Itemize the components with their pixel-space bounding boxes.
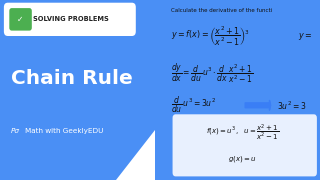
FancyBboxPatch shape [4,3,136,36]
Text: $y = f(x) = \left(\dfrac{x^2+1}{x^2-1}\right)^{\!3}$: $y = f(x) = \left(\dfrac{x^2+1}{x^2-1}\r… [171,24,250,48]
FancyBboxPatch shape [9,8,32,31]
Text: $3u^2 = 3$: $3u^2 = 3$ [276,99,306,111]
Text: $g(x) = u$: $g(x) = u$ [228,154,257,164]
Text: SOLVING PROBLEMS: SOLVING PROBLEMS [33,16,109,22]
Text: $\dfrac{d}{du}\,u^3 = 3u^2$: $\dfrac{d}{du}\,u^3 = 3u^2$ [171,95,216,116]
Text: Pσ: Pσ [11,128,20,134]
FancyBboxPatch shape [172,114,317,176]
Polygon shape [116,130,155,180]
Polygon shape [149,0,176,180]
Text: $\dfrac{dy}{dx} = \dfrac{d}{du}\,u^3 \cdot \dfrac{d}{dx}\,\dfrac{x^2+1}{x^2-1}$: $\dfrac{dy}{dx} = \dfrac{d}{du}\,u^3 \cd… [171,61,253,85]
Text: Chain Rule: Chain Rule [11,69,132,88]
Text: Calculate the derivative of the functi: Calculate the derivative of the functi [171,8,272,13]
Text: $f(x) = u^3\,,\;\; u = \dfrac{x^2+1}{x^2-1}$: $f(x) = u^3\,,\;\; u = \dfrac{x^2+1}{x^2… [206,122,279,142]
Text: Math with GeeklyEDU: Math with GeeklyEDU [25,128,103,134]
Text: ✓: ✓ [17,15,24,24]
Text: $y=$: $y=$ [298,30,313,42]
